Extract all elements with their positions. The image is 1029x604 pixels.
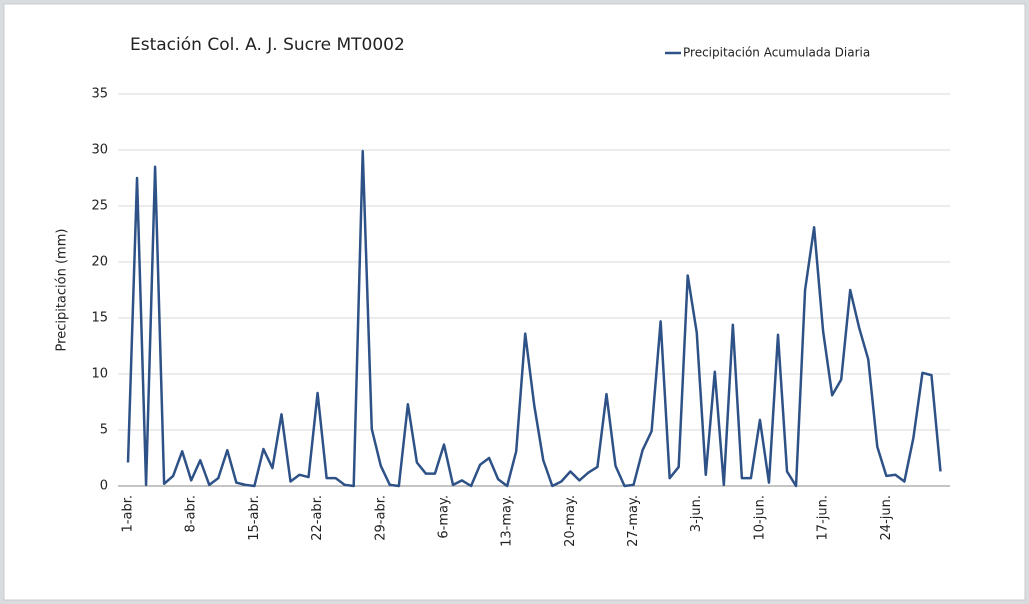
data-line [126,149,942,488]
chart-title: Estación Col. A. J. Sucre MT0002 [130,35,405,55]
x-tick-label: 29-abr. [373,495,388,541]
x-tick-label: 1-abr. [121,495,136,532]
chart-panel [3,3,1026,601]
y-tick-label: 30 [91,143,108,158]
y-tick-label: 10 [91,367,108,382]
x-tick-label: 13-may. [500,495,515,547]
x-tick-label: 8-abr. [184,495,199,532]
y-tick-label: 0 [100,479,108,494]
y-tick-label: 20 [91,255,108,270]
x-tick-label: 20-may. [563,495,578,547]
y-tick-label: 15 [91,311,108,326]
y-axis-label: Precipitación (mm) [55,229,70,352]
legend-label: Precipitación Acumulada Diaria [683,46,870,60]
x-tick-label: 10-jun. [752,495,767,540]
x-tick-label: 17-jun. [816,495,831,540]
x-tick-label: 3-jun. [689,495,704,532]
y-tick-label: 25 [91,199,108,214]
x-tick-label: 6-may. [436,495,451,539]
y-tick-label: 5 [100,423,108,438]
x-tick-label: 15-abr. [247,495,262,541]
x-tick-label: 27-may. [626,495,641,547]
x-tick-label: 24-jun. [879,495,894,540]
x-tick-label: 22-abr. [310,495,325,541]
y-tick-label: 35 [91,87,108,102]
